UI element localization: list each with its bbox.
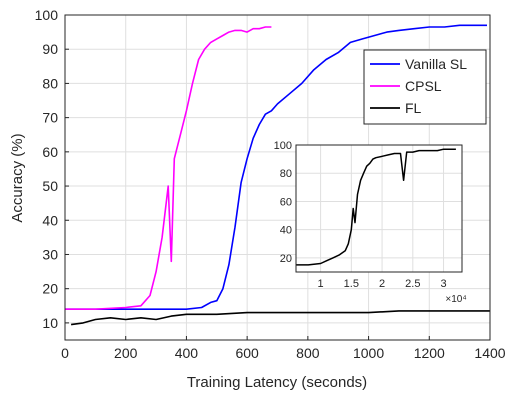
y-tick-label: 90: [42, 41, 58, 57]
legend-box: [363, 49, 487, 125]
y-axis-label: Accuracy (%): [9, 133, 26, 222]
inset-chart: 1 1.5 2 2.5 3 20 40 60 80 100 ×10⁴: [274, 140, 467, 305]
x-tick-label: 1000: [353, 345, 384, 361]
inset-x-tick-label: 1.5: [344, 278, 359, 290]
inset-x-tick-label: 2: [379, 278, 385, 290]
inset-y-tick-label: 80: [280, 168, 292, 180]
inset-y-tick-label: 60: [280, 196, 292, 208]
legend-label: FL: [405, 100, 422, 116]
y-tick-label: 40: [42, 212, 58, 228]
inset-x-exponent: ×10⁴: [445, 294, 466, 305]
main-series: [65, 24, 490, 326]
x-tick-label: 1400: [474, 345, 505, 361]
plot-frame: [64, 14, 491, 341]
y-tick-label: 80: [42, 75, 58, 91]
legend-label: Vanilla SL: [405, 56, 467, 72]
x-axis-label: Training Latency (seconds): [187, 374, 367, 391]
x-tick-label: 0: [61, 345, 69, 361]
inset-x-tick-label: 2.5: [405, 278, 420, 290]
y-tick-label: 30: [42, 246, 58, 262]
legend-label: CPSL: [405, 78, 442, 94]
series-line-cpsl: [65, 26, 272, 311]
inset-background: [296, 145, 462, 272]
series-line-fl: [70, 310, 490, 326]
y-tick-label: 100: [35, 7, 59, 23]
y-tick-label: 10: [42, 315, 58, 331]
x-tick-label: 1200: [414, 345, 445, 361]
x-tick-label: 800: [296, 345, 320, 361]
series-line-vanilla-sl: [65, 24, 487, 311]
inset-frame: [295, 144, 463, 273]
x-tick-label: 600: [235, 345, 259, 361]
y-tick-label: 50: [42, 178, 58, 194]
inset-y-tick-label: 40: [280, 225, 292, 237]
x-tick-label: 200: [114, 345, 138, 361]
main-ticks: 0 200 400 600 800 1000 1200 1400 10 20 30 40 50 60 70 8…: [35, 7, 506, 361]
legend: Vanilla SL CPSL FL: [363, 49, 487, 125]
inset-y-tick-label: 20: [280, 253, 292, 265]
y-tick-label: 70: [42, 110, 58, 126]
x-tick-label: 400: [175, 345, 199, 361]
inset-y-tick-label: 100: [274, 140, 292, 152]
y-tick-label: 60: [42, 144, 58, 160]
y-tick-label: 20: [42, 281, 58, 297]
inset-x-tick-label: 3: [440, 278, 446, 290]
inset-x-tick-label: 1: [318, 278, 324, 290]
inset-series-line: [296, 148, 456, 266]
